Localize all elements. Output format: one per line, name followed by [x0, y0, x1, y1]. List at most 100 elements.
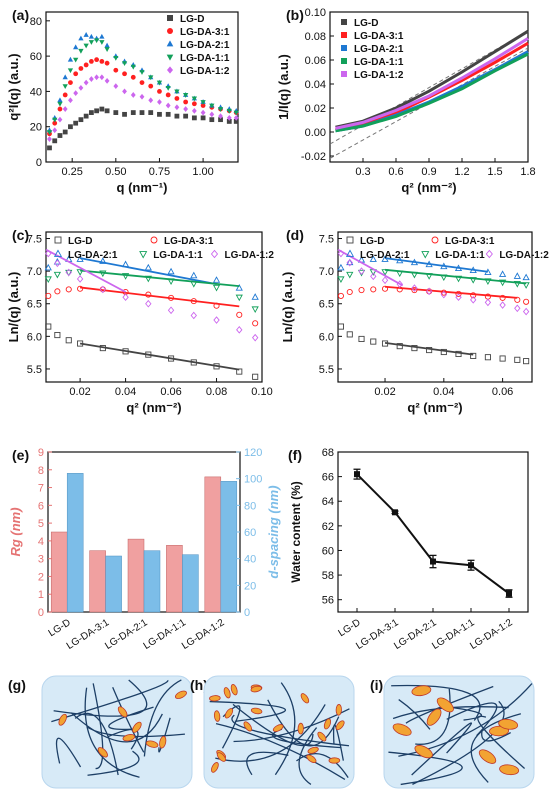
- data-point: [183, 113, 189, 119]
- y-tick-label: 60: [322, 545, 334, 557]
- data-point: [139, 93, 145, 100]
- data-point: [99, 33, 105, 39]
- y-tick-label-right: 60: [244, 527, 256, 539]
- polymer-chain: [233, 708, 350, 743]
- lignin-particle: [145, 740, 159, 748]
- x-axis-label: q² (nm⁻²): [126, 400, 181, 415]
- series-LG-DA-3:1: [45, 285, 259, 327]
- data-point: [83, 43, 89, 49]
- lignin-particle: [306, 754, 317, 764]
- data-point: [200, 100, 206, 105]
- data-point: [54, 259, 61, 268]
- bar-rg: [204, 476, 222, 613]
- data-point: [83, 79, 89, 86]
- data-point: [370, 286, 377, 293]
- y-tick-label: 0.00: [305, 127, 326, 139]
- series-LG-D: [47, 106, 239, 151]
- y-tick-label: 0.02: [305, 103, 326, 115]
- lignin-particle: [317, 731, 327, 742]
- data-point: [52, 117, 58, 123]
- polymer-chain: [112, 686, 145, 753]
- x-tick-label: 0.06: [160, 386, 181, 398]
- data-point: [191, 96, 198, 102]
- x-tick-label: 0.04: [115, 386, 136, 398]
- polymer-chain: [296, 752, 349, 779]
- data-point: [165, 102, 171, 109]
- series-line: [335, 52, 529, 133]
- data-point: [62, 92, 68, 98]
- data-point: [78, 35, 84, 41]
- polymer-chain: [398, 698, 431, 730]
- chart-b: (b) 0.3 0.6 0.9 1.2 1.5 1.8 -0.02 0.00 0.02 0.04 0.…: [276, 7, 536, 195]
- data-point: [165, 111, 171, 117]
- data-point: [57, 106, 63, 112]
- data-point: [104, 77, 110, 84]
- data-point: [130, 110, 136, 115]
- plot-frame: [45, 231, 263, 383]
- polymer-chain: [70, 712, 163, 743]
- data-point: [396, 343, 403, 350]
- panel-label: (b): [286, 7, 304, 23]
- data-point: [209, 111, 215, 118]
- y-tick-label-left: 8: [38, 465, 44, 477]
- data-point: [99, 285, 107, 294]
- data-point: [44, 276, 52, 284]
- data-point: [411, 345, 418, 352]
- legend-label: LG-DA-1:1: [180, 53, 230, 64]
- legend-label: LG-DA-1:1: [354, 57, 404, 68]
- y-tick-label: 0.10: [305, 7, 326, 19]
- data-point: [57, 97, 63, 103]
- data-point: [514, 356, 521, 363]
- data-point: [470, 296, 477, 304]
- x-tick-label: 0.3: [355, 166, 370, 178]
- panel-label: (h): [190, 677, 208, 693]
- data-point: [425, 287, 433, 296]
- data-point: [104, 60, 110, 66]
- data-point: [78, 48, 84, 54]
- polymer-chain: [415, 688, 451, 745]
- lignin-particle: [58, 713, 67, 726]
- data-point: [145, 299, 152, 308]
- y-tick-label: 7.0: [27, 266, 42, 278]
- polymer-chain: [158, 717, 171, 753]
- data-point: [381, 285, 389, 292]
- data-point: [54, 288, 61, 295]
- y-axis-label: q²I(q) (a.u.): [6, 53, 21, 120]
- panel-label: (c): [12, 227, 29, 243]
- y-tick-label-left: 0: [38, 607, 44, 619]
- legend-marker: [166, 54, 174, 61]
- data-point: [200, 103, 206, 108]
- lignin-particle: [426, 708, 442, 726]
- data-point: [148, 83, 154, 89]
- series-line: [356, 473, 510, 595]
- polymer-chain: [87, 750, 140, 776]
- data-point: [498, 270, 507, 277]
- legend-marker: [421, 251, 430, 259]
- chart-a: (a) 0.25 0.50 0.75 1.00 0 20 40 60 80 LG-D LG-DA-3:…: [6, 7, 239, 195]
- legend-marker: [53, 249, 63, 257]
- x-tick-label: 0.50: [105, 166, 126, 178]
- y-tick-label: 64: [322, 496, 334, 508]
- polymer-chain: [53, 679, 148, 717]
- polymer-chain: [209, 700, 286, 723]
- lignin-particle: [223, 687, 231, 699]
- data-point: [165, 85, 171, 91]
- legend-marker: [167, 28, 173, 34]
- data-point: [130, 74, 136, 80]
- y-tick-label-left: 2: [38, 571, 44, 583]
- fit-line: [384, 268, 527, 285]
- data-point: [470, 352, 477, 359]
- x-tick-label: 0.10: [251, 386, 272, 398]
- data-point: [83, 32, 89, 37]
- data-point: [122, 111, 127, 117]
- data-point: [226, 119, 232, 124]
- lignin-particle: [250, 685, 262, 693]
- y-tick-label: 20: [30, 122, 42, 134]
- data-point: [337, 263, 345, 271]
- y-tick-label: 6.5: [27, 299, 42, 311]
- data-point: [233, 110, 239, 116]
- data-point: [99, 106, 105, 112]
- bar-d-spacing: [105, 555, 122, 613]
- data-point: [251, 333, 259, 342]
